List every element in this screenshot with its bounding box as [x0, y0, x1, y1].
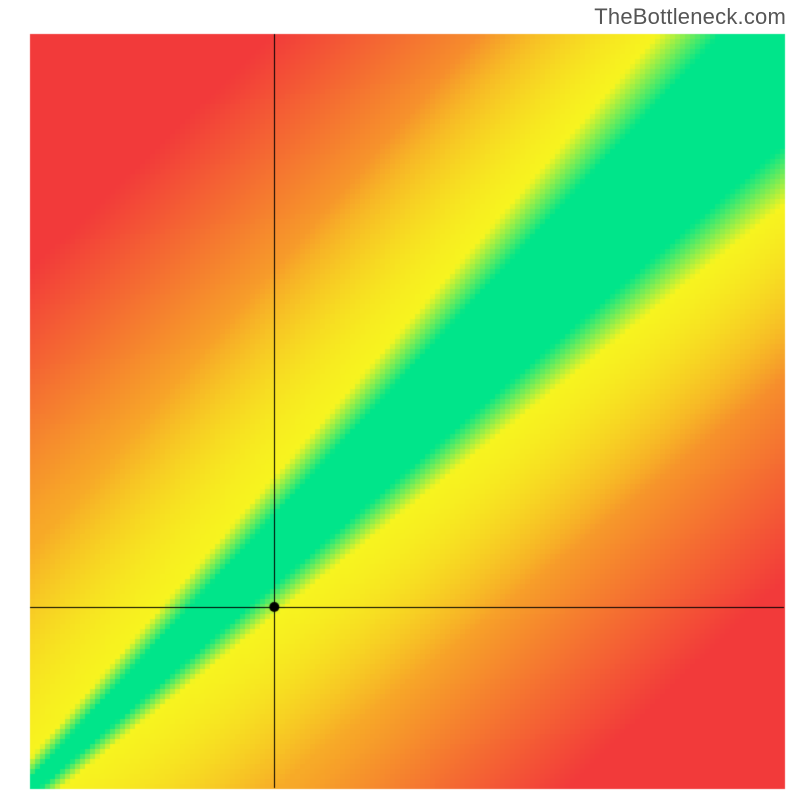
watermark-label: TheBottleneck.com	[594, 4, 786, 30]
bottleneck-heatmap	[0, 0, 800, 800]
